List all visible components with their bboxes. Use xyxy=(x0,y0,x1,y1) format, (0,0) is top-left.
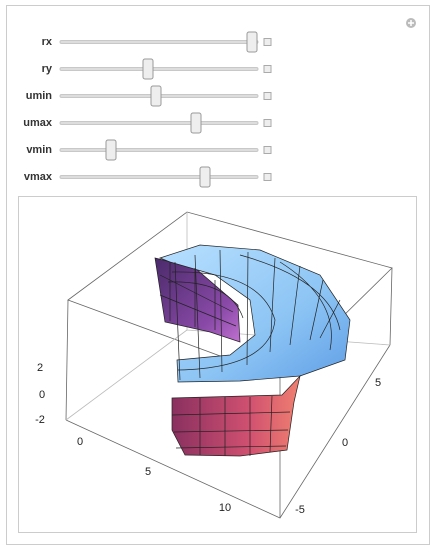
expand-button[interactable] xyxy=(263,146,272,154)
slider-track[interactable] xyxy=(59,121,259,125)
surface xyxy=(154,244,351,457)
slider-thumb[interactable] xyxy=(199,166,211,188)
tick-label: 5 xyxy=(145,466,151,478)
tick-label: 0 xyxy=(342,437,348,449)
slider-track[interactable] xyxy=(59,40,259,44)
expand-button[interactable] xyxy=(263,173,272,181)
slider-label: umin xyxy=(26,90,53,102)
slider-label: vmax xyxy=(24,171,53,183)
expand-button[interactable] xyxy=(263,38,272,46)
slider-thumb[interactable] xyxy=(105,139,117,161)
slider-thumb[interactable] xyxy=(246,31,258,53)
slider-thumb[interactable] xyxy=(190,112,202,134)
tick-label: 2 xyxy=(37,362,43,374)
slider-label: rx xyxy=(42,36,53,48)
expand-button[interactable] xyxy=(263,119,272,127)
axis-ticks: 2 0 -2 0 5 10 5 0 -5 xyxy=(35,362,381,516)
tick-label: -5 xyxy=(295,504,305,516)
expand-button[interactable] xyxy=(263,65,272,73)
slider-track[interactable] xyxy=(59,148,259,152)
tick-label: 0 xyxy=(77,436,83,448)
tick-label: -2 xyxy=(35,414,45,426)
controls: rx ry umin umax vmin vmax xyxy=(23,31,272,188)
tick-label: 0 xyxy=(39,389,45,401)
tick-label: 10 xyxy=(219,502,231,514)
options-icon xyxy=(408,20,414,26)
expand-button[interactable] xyxy=(263,92,272,100)
slider-thumb[interactable] xyxy=(150,85,162,107)
slider-track[interactable] xyxy=(59,175,259,179)
slider-track[interactable] xyxy=(59,67,259,71)
slider-thumb[interactable] xyxy=(142,58,154,80)
tick-label: 5 xyxy=(375,377,381,389)
slider-label: ry xyxy=(42,63,53,75)
slider-label: vmin xyxy=(26,144,52,156)
slider-label: umax xyxy=(23,117,53,129)
